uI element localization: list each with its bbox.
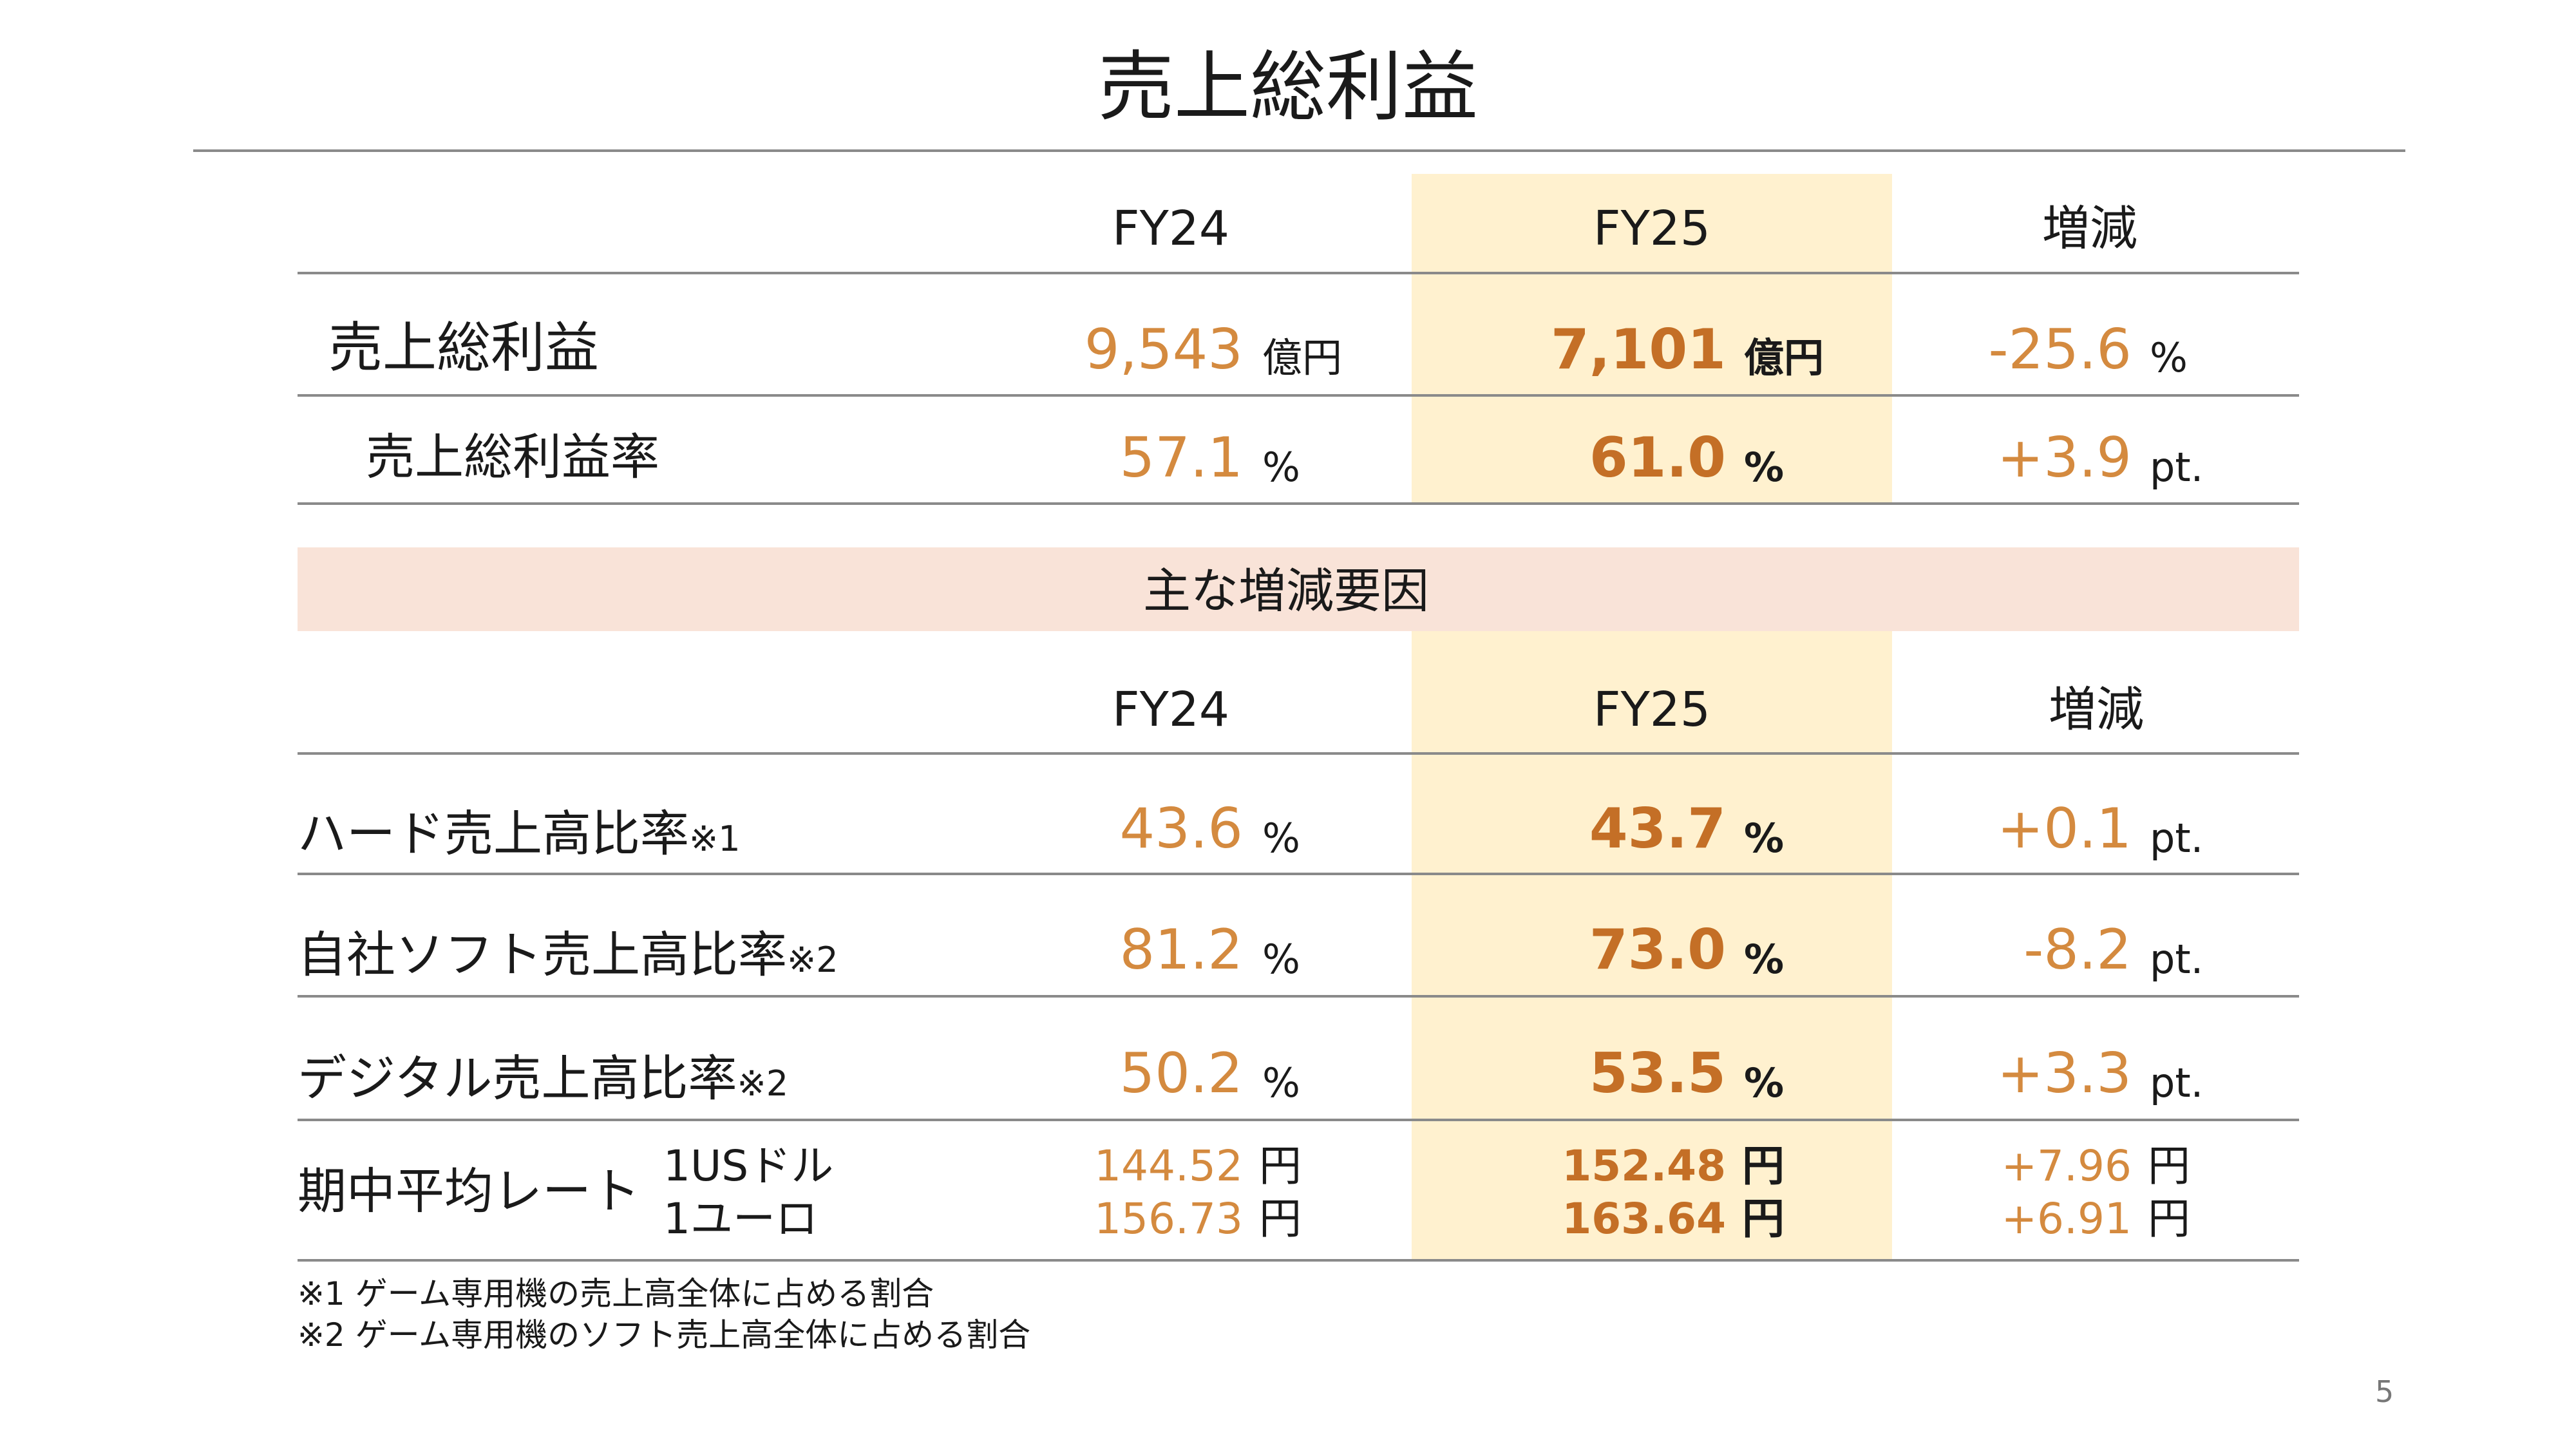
fy25-value: 43.7 (1589, 797, 1726, 861)
footnote-2: ※2 ゲーム専用機のソフト売上高全体に占める割合 (298, 1316, 1031, 1354)
header-fy25: FY25 (1593, 682, 1710, 737)
header-fy24: FY24 (1112, 201, 1229, 256)
row-label-first-party-software-ratio: 自社ソフト売上高比率※2 (298, 923, 838, 992)
footnote-mark: ※2 (787, 940, 838, 980)
fy25-usd-unit: 円 (1742, 1141, 1785, 1191)
fy24-value: 50.2 (1119, 1041, 1243, 1106)
change-unit: pt. (2150, 444, 2204, 491)
row-rule (298, 502, 2299, 505)
fy25-highlight-top (1412, 174, 1892, 504)
change-unit: pt. (2150, 936, 2204, 983)
change-eur-unit: 円 (2148, 1194, 2190, 1244)
fy24-unit: 億円 (1262, 334, 1343, 381)
fy24-eur-unit: 円 (1259, 1194, 1302, 1244)
row-label-hardware-ratio: ハード売上高比率※1 (298, 802, 741, 871)
row-rule (298, 1259, 2299, 1262)
fy25-unit: 億円 (1744, 334, 1824, 381)
label-text: デジタル売上高比率 (298, 1050, 737, 1107)
fy24-unit: % (1262, 815, 1300, 862)
change-usd-unit: 円 (2148, 1141, 2190, 1191)
header-change: 増減 (2042, 201, 2137, 256)
title-rule (193, 149, 2405, 152)
change-value: +0.1 (1997, 797, 2132, 861)
fy25-eur-unit: 円 (1742, 1194, 1785, 1244)
change-unit: pt. (2150, 1059, 2204, 1106)
change-usd-rate: +7.96 (2001, 1141, 2132, 1191)
change-unit: % (2150, 334, 2188, 381)
fy24-value: 9,543 (1084, 317, 1243, 382)
fy25-value: 7,101 (1550, 317, 1726, 382)
change-value: +3.3 (1997, 1041, 2132, 1106)
header-fy25: FY25 (1593, 201, 1710, 256)
fy25-unit: % (1744, 1059, 1785, 1106)
row-rule (298, 394, 2299, 397)
fy24-unit: % (1262, 1059, 1300, 1106)
label-text: ハード売上高比率 (298, 805, 689, 862)
page-number: 5 (2375, 1374, 2394, 1409)
rate-label-eur: 1ユーロ (663, 1194, 818, 1244)
change-value: -8.2 (2023, 918, 2132, 982)
fy25-eur-rate: 163.64 (1562, 1194, 1726, 1244)
fy24-value: 81.2 (1119, 918, 1243, 982)
fy24-unit: % (1262, 444, 1300, 491)
row-rule (298, 873, 2299, 875)
fy25-unit: % (1744, 444, 1785, 491)
footnote-1: ※1 ゲーム専用機の売上高全体に占める割合 (298, 1275, 934, 1312)
footnote-mark: ※1 (689, 819, 741, 859)
page-title: 売上総利益 (1097, 43, 1478, 131)
change-unit: pt. (2150, 815, 2204, 862)
rate-label-usd: 1USドル (663, 1141, 834, 1191)
change-value: +3.9 (1997, 426, 2132, 490)
fy25-value: 53.5 (1589, 1041, 1726, 1106)
row-rule (298, 995, 2299, 998)
row-label-gross-margin: 売上総利益率 (366, 428, 659, 486)
fy24-usd-rate: 144.52 (1094, 1141, 1243, 1191)
fy25-highlight-bottom (1412, 631, 1892, 1261)
row-rule (298, 752, 2299, 755)
factors-band (298, 547, 2299, 631)
change-eur-rate: +6.91 (2001, 1194, 2132, 1244)
fy24-eur-rate: 156.73 (1094, 1194, 1243, 1244)
fy24-value: 43.6 (1119, 797, 1243, 861)
fy25-unit: % (1744, 936, 1785, 983)
footnote-mark: ※2 (737, 1063, 789, 1104)
label-text: 自社ソフト売上高比率 (298, 926, 787, 983)
row-rule (298, 1119, 2299, 1121)
fy25-value: 61.0 (1589, 426, 1726, 490)
row-rule (298, 272, 2299, 274)
factors-title: 主な増減要因 (1143, 564, 1429, 619)
fy25-unit: % (1744, 815, 1785, 862)
header-fy24: FY24 (1112, 682, 1229, 737)
fy25-value: 73.0 (1589, 918, 1726, 982)
fy24-usd-unit: 円 (1259, 1141, 1302, 1191)
header-change: 増減 (2049, 682, 2144, 737)
row-label-digital-ratio: デジタル売上高比率※2 (298, 1046, 788, 1116)
row-label-average-rate: 期中平均レート (298, 1162, 640, 1220)
fy24-value: 57.1 (1119, 426, 1243, 490)
row-label-gross-profit: 売上総利益 (328, 316, 600, 379)
fy25-usd-rate: 152.48 (1562, 1141, 1726, 1191)
fy24-unit: % (1262, 936, 1300, 983)
change-value: -25.6 (1988, 317, 2132, 382)
